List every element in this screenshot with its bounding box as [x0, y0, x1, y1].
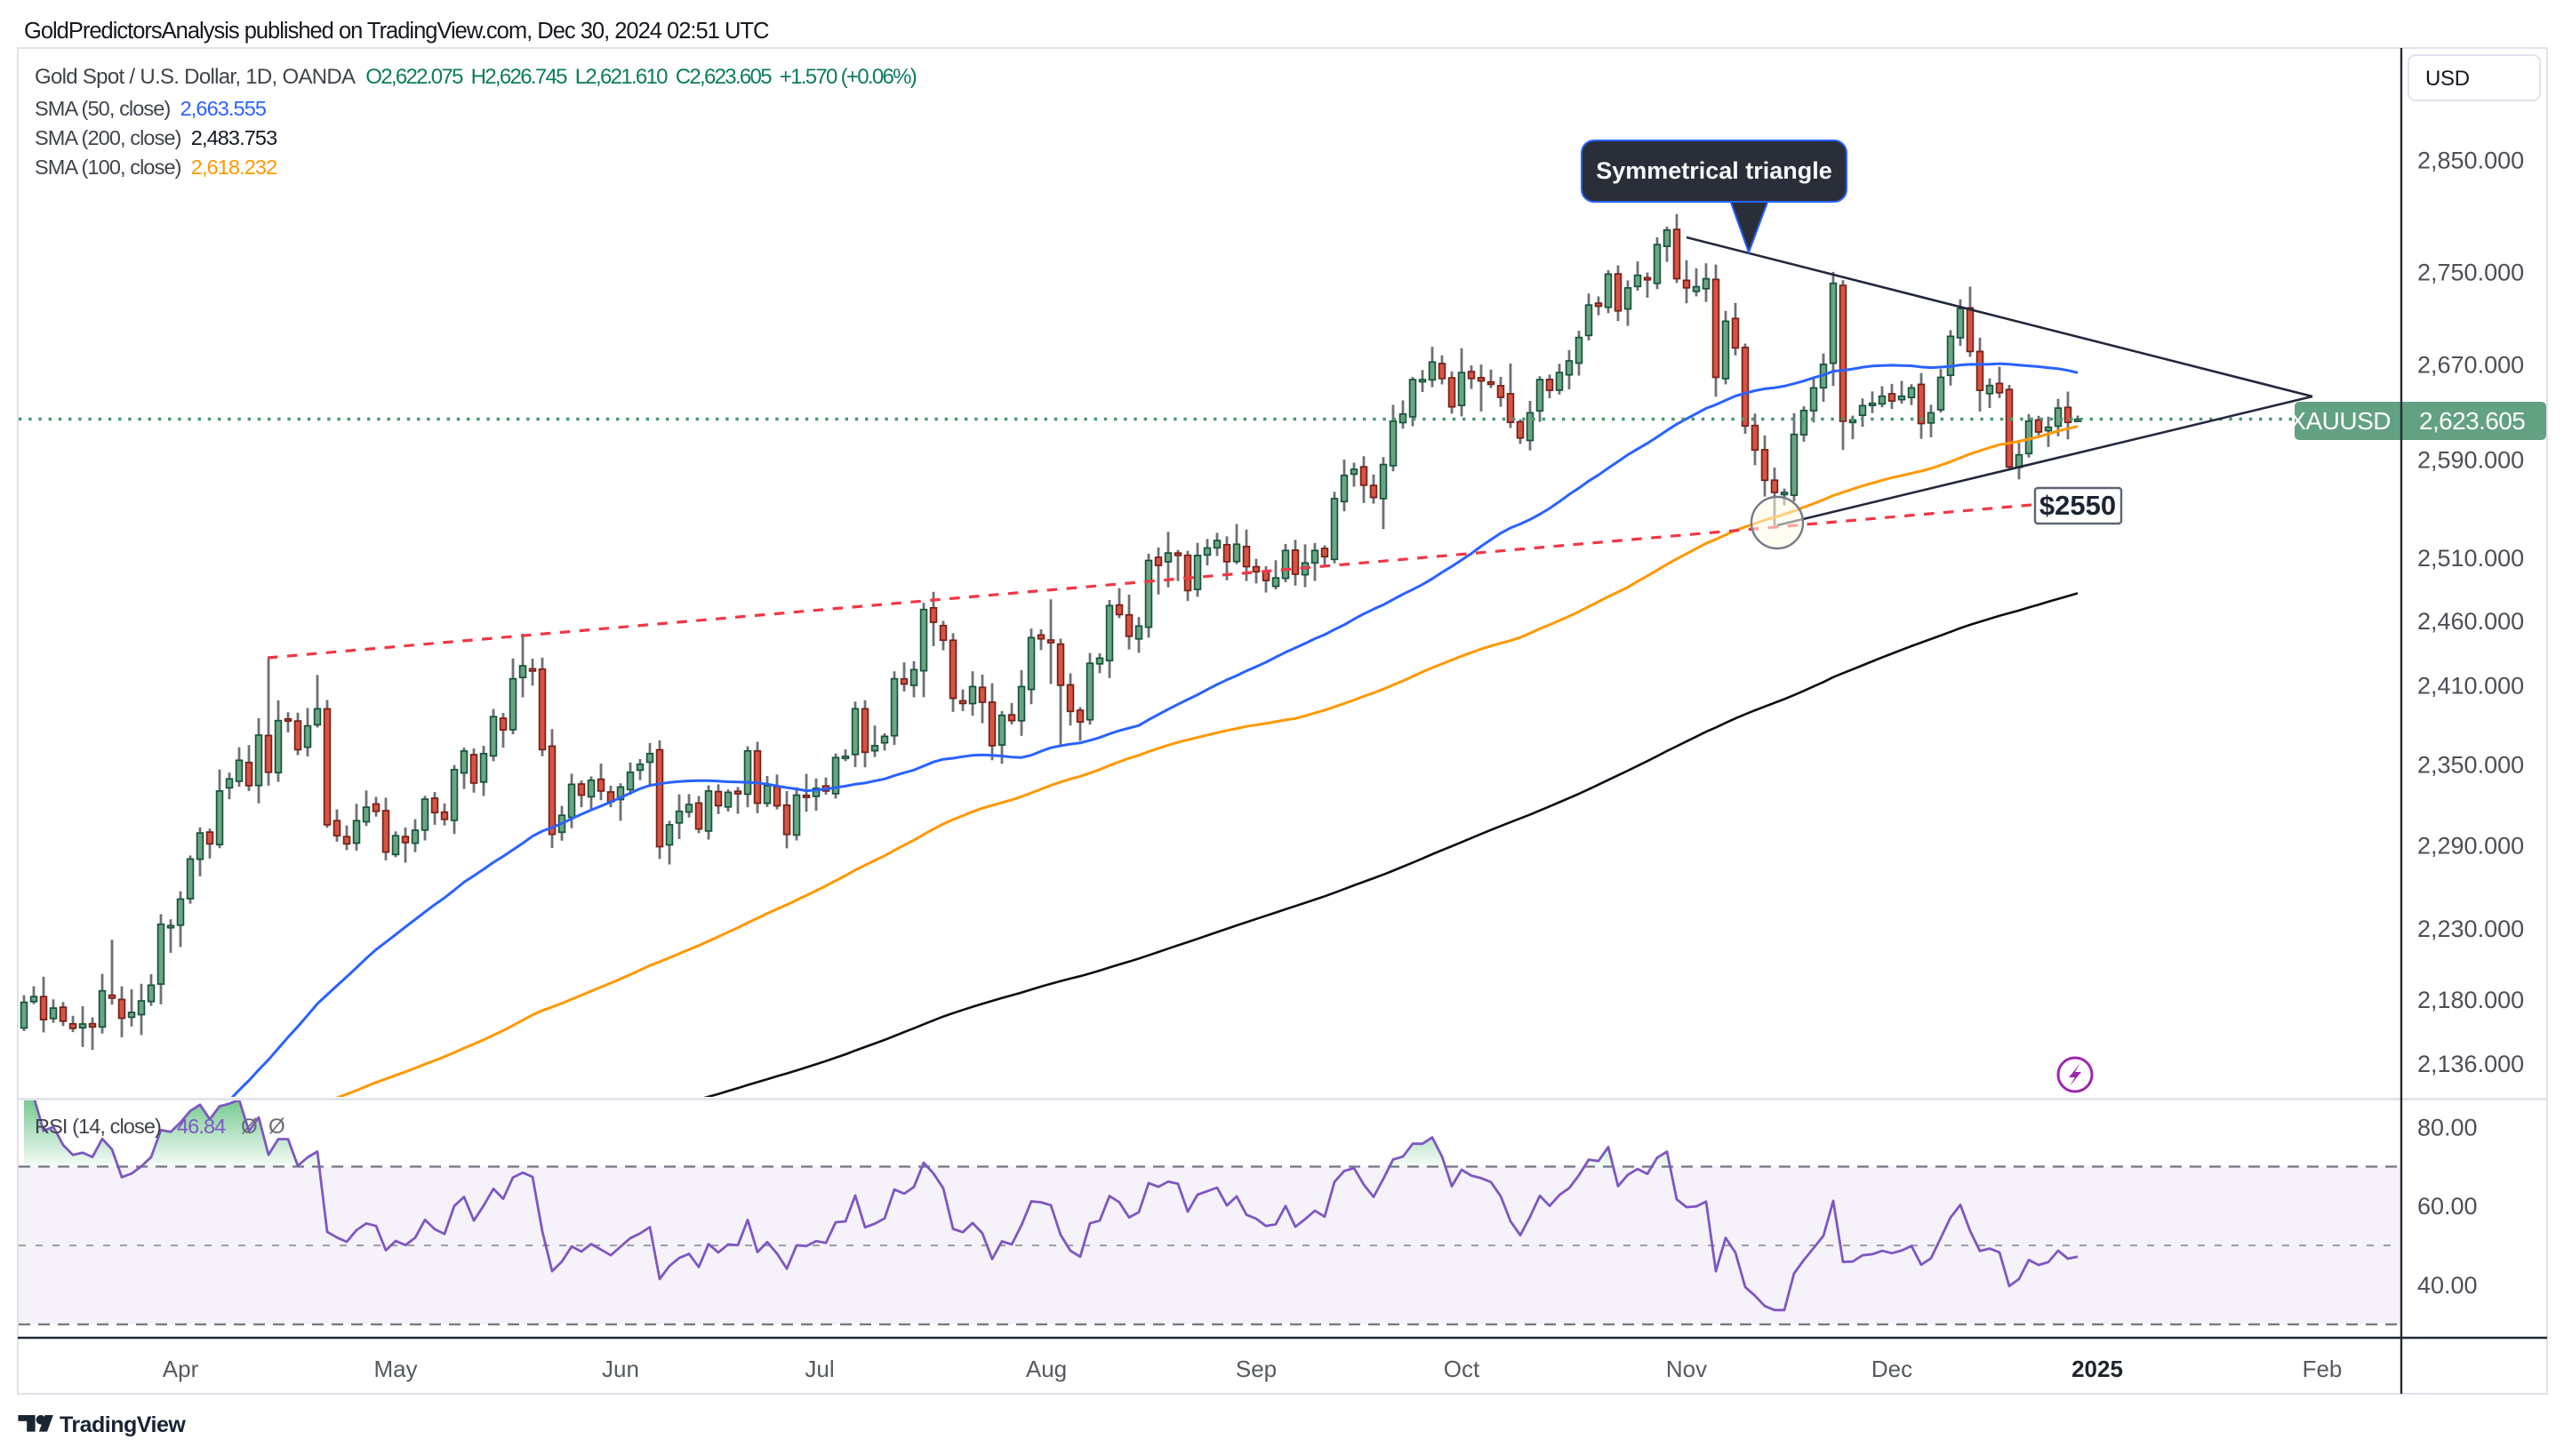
svg-text:Symmetrical triangle: Symmetrical triangle	[1596, 157, 1832, 184]
svg-text:Aug: Aug	[1026, 1356, 1067, 1382]
svg-text:2,136.000: 2,136.000	[2417, 1051, 2524, 1077]
svg-text:Nov: Nov	[1666, 1356, 1707, 1382]
svg-text:Feb: Feb	[2303, 1356, 2343, 1382]
svg-text:Ø: Ø	[268, 1115, 285, 1139]
svg-text:May: May	[373, 1356, 417, 1382]
svg-text:2,180.000: 2,180.000	[2417, 987, 2524, 1013]
svg-text:2,410.000: 2,410.000	[2417, 672, 2524, 699]
svg-text:SMA (50, close) 2,663.555: SMA (50, close) 2,663.555	[35, 97, 267, 120]
svg-text:2,623.605: 2,623.605	[2419, 407, 2525, 435]
svg-text:60.00: 60.00	[2417, 1193, 2478, 1220]
svg-text:2,460.000: 2,460.000	[2417, 608, 2524, 635]
svg-text:2025: 2025	[2071, 1356, 2123, 1382]
svg-text:40.00: 40.00	[2417, 1272, 2478, 1299]
svg-text:Jul: Jul	[805, 1356, 834, 1382]
svg-text:Gold Spot / U.S. Dollar, 1D, O: Gold Spot / U.S. Dollar, 1D, OANDA O2,62…	[35, 65, 917, 89]
svg-text:46.84: 46.84	[177, 1115, 226, 1138]
svg-text:2,590.000: 2,590.000	[2417, 447, 2524, 474]
svg-text:2,670.000: 2,670.000	[2417, 351, 2524, 378]
svg-text:Jun: Jun	[602, 1356, 639, 1382]
svg-text:2,510.000: 2,510.000	[2417, 545, 2524, 572]
svg-text:USD: USD	[2425, 67, 2470, 91]
svg-text:$2550: $2550	[2039, 490, 2116, 521]
svg-text:RSI (14, close): RSI (14, close)	[35, 1115, 161, 1138]
svg-text:80.00: 80.00	[2417, 1115, 2478, 1141]
svg-text:SMA (100, close) 2,618.232: SMA (100, close) 2,618.232	[35, 156, 276, 179]
svg-text:2,350.000: 2,350.000	[2417, 751, 2524, 778]
svg-text:GoldPredictorsAnalysis publish: GoldPredictorsAnalysis published on Trad…	[24, 19, 769, 44]
svg-text:Oct: Oct	[1444, 1356, 1480, 1382]
svg-text:XAUUSD: XAUUSD	[2289, 407, 2391, 435]
svg-text:2,850.000: 2,850.000	[2417, 148, 2524, 174]
svg-text:TradingView: TradingView	[60, 1412, 186, 1437]
svg-text:Sep: Sep	[1236, 1356, 1277, 1382]
svg-text:SMA (200, close) 2,483.753: SMA (200, close) 2,483.753	[35, 126, 277, 149]
svg-text:Ø: Ø	[241, 1115, 258, 1139]
svg-text:Apr: Apr	[163, 1356, 199, 1382]
svg-text:Dec: Dec	[1871, 1356, 1912, 1382]
svg-text:2,230.000: 2,230.000	[2417, 916, 2524, 942]
svg-text:2,290.000: 2,290.000	[2417, 832, 2524, 859]
svg-text:2,750.000: 2,750.000	[2417, 259, 2524, 285]
